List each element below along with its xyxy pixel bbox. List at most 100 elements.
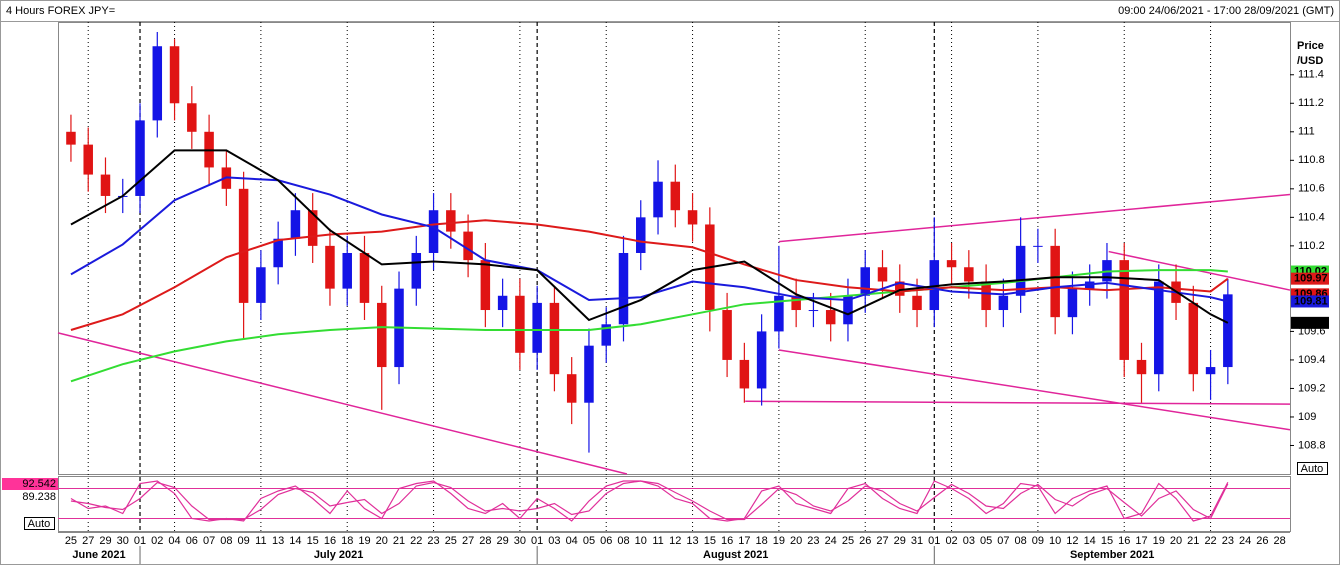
x-tick-label: 01 bbox=[134, 535, 146, 547]
candle-body bbox=[1154, 281, 1164, 375]
x-tick-label: 26 bbox=[1256, 535, 1268, 547]
candle-body bbox=[549, 302, 560, 375]
x-tick-label: 02 bbox=[945, 535, 957, 547]
month-label: July 2021 bbox=[314, 549, 364, 561]
x-tick-label: 15 bbox=[1101, 535, 1113, 547]
candle-body bbox=[1136, 359, 1147, 375]
y-axis-label: Price bbox=[1297, 40, 1324, 52]
candle-body bbox=[1188, 302, 1199, 375]
range-label: 09:00 24/06/2021 - 17:00 28/09/2021 (GMT… bbox=[1118, 5, 1334, 17]
x-tick-label: 02 bbox=[151, 535, 163, 547]
candle-body bbox=[83, 144, 93, 175]
candle-body bbox=[566, 374, 577, 403]
x-tick-label: 22 bbox=[410, 535, 422, 547]
x-tick-label: 20 bbox=[790, 535, 802, 547]
candle-body bbox=[480, 260, 491, 311]
x-tick-label: 11 bbox=[255, 535, 266, 547]
x-tick-label: 15 bbox=[307, 535, 319, 547]
x-tick-label: 06 bbox=[186, 535, 198, 547]
candle-body bbox=[636, 217, 646, 253]
x-tick-label: 24 bbox=[825, 535, 837, 547]
x-tick-label: 20 bbox=[376, 535, 388, 547]
candle-body bbox=[497, 295, 508, 311]
candle-body bbox=[307, 210, 318, 246]
candle-body bbox=[428, 210, 439, 253]
x-tick-label: 09 bbox=[1032, 535, 1044, 547]
x-tick-label: 03 bbox=[963, 535, 975, 547]
month-label: August 2021 bbox=[703, 549, 768, 561]
candle-body bbox=[290, 210, 301, 239]
x-tick-label: 12 bbox=[1066, 535, 1078, 547]
button-frame[interactable] bbox=[1297, 462, 1328, 475]
candle-body bbox=[1205, 367, 1216, 375]
candle-body bbox=[169, 46, 180, 104]
price-panel bbox=[58, 22, 1291, 475]
x-tick-label: 10 bbox=[1049, 535, 1061, 547]
moving-average bbox=[70, 219, 1229, 331]
candle-body bbox=[739, 359, 750, 389]
x-tick-label: 08 bbox=[617, 535, 629, 547]
x-tick-label: 16 bbox=[324, 535, 336, 547]
oscillator-panel bbox=[58, 476, 1291, 532]
x-tick-label: 04 bbox=[566, 535, 578, 547]
x-tick-label: 17 bbox=[1135, 535, 1147, 547]
price-badge-label: 109.81 bbox=[1294, 295, 1328, 307]
x-tick-label: 04 bbox=[168, 535, 180, 547]
y-tick-label: 110.2 bbox=[1298, 240, 1325, 252]
candle-body bbox=[1067, 288, 1078, 318]
candle-body bbox=[860, 267, 870, 296]
x-tick-label: 07 bbox=[997, 535, 1009, 547]
price-badge bbox=[1291, 316, 1329, 329]
button-frame[interactable] bbox=[24, 517, 55, 530]
x-tick-label: 19 bbox=[773, 535, 785, 547]
candle-body bbox=[895, 281, 905, 296]
candle-body bbox=[135, 120, 145, 196]
x-tick-label: 17 bbox=[738, 535, 750, 547]
x-tick-label: 20 bbox=[1170, 535, 1182, 547]
candle-body bbox=[584, 345, 594, 403]
moving-average bbox=[70, 176, 1229, 303]
x-tick-label: 01 bbox=[928, 535, 940, 547]
x-tick-label: 19 bbox=[1153, 535, 1165, 547]
candle-body bbox=[774, 295, 784, 332]
x-tick-label: 27 bbox=[82, 535, 94, 547]
candle-body bbox=[66, 131, 76, 145]
moving-average bbox=[70, 149, 1229, 324]
price-badge bbox=[1291, 295, 1329, 308]
trendline bbox=[778, 193, 1291, 243]
candle-body bbox=[446, 210, 456, 232]
x-tick-label: 28 bbox=[479, 535, 491, 547]
x-tick-label: 13 bbox=[686, 535, 698, 547]
candle-body bbox=[998, 295, 1009, 311]
osc-badge-label: 89.238 bbox=[22, 491, 56, 503]
y-tick-label: 111 bbox=[1298, 126, 1315, 138]
x-tick-label: 23 bbox=[1222, 535, 1234, 547]
x-tick-label: 14 bbox=[289, 535, 301, 547]
osc-scale-button[interactable]: Auto bbox=[24, 517, 55, 530]
button-label[interactable]: Auto bbox=[28, 518, 51, 530]
candle-body bbox=[722, 310, 732, 360]
osc-badge bbox=[2, 491, 58, 503]
price-badge-label: 109.97 bbox=[1294, 273, 1328, 285]
x-tick-label: 16 bbox=[1118, 535, 1130, 547]
x-tick-label: 18 bbox=[756, 535, 768, 547]
button-label[interactable]: Auto bbox=[1301, 463, 1324, 475]
x-tick-label: 21 bbox=[1187, 535, 1199, 547]
x-tick-label: 08 bbox=[220, 535, 232, 547]
x-tick-label: 18 bbox=[341, 535, 353, 547]
candle-body bbox=[256, 267, 266, 303]
x-tick-label: 31 bbox=[911, 535, 923, 547]
x-tick-label: 03 bbox=[548, 535, 560, 547]
candle-body bbox=[325, 245, 335, 289]
price-badge bbox=[1291, 272, 1329, 285]
osc-badge-label: 92.542 bbox=[22, 478, 56, 490]
candle-body bbox=[463, 231, 473, 261]
chart-title: 4 Hours FOREX JPY= bbox=[6, 5, 115, 17]
candle-body bbox=[618, 252, 629, 325]
x-tick-label: 05 bbox=[980, 535, 992, 547]
candle-body bbox=[152, 46, 163, 121]
x-tick-label: 09 bbox=[237, 535, 249, 547]
candle-body bbox=[877, 267, 888, 282]
price-scale-button[interactable]: Auto bbox=[1297, 462, 1328, 475]
